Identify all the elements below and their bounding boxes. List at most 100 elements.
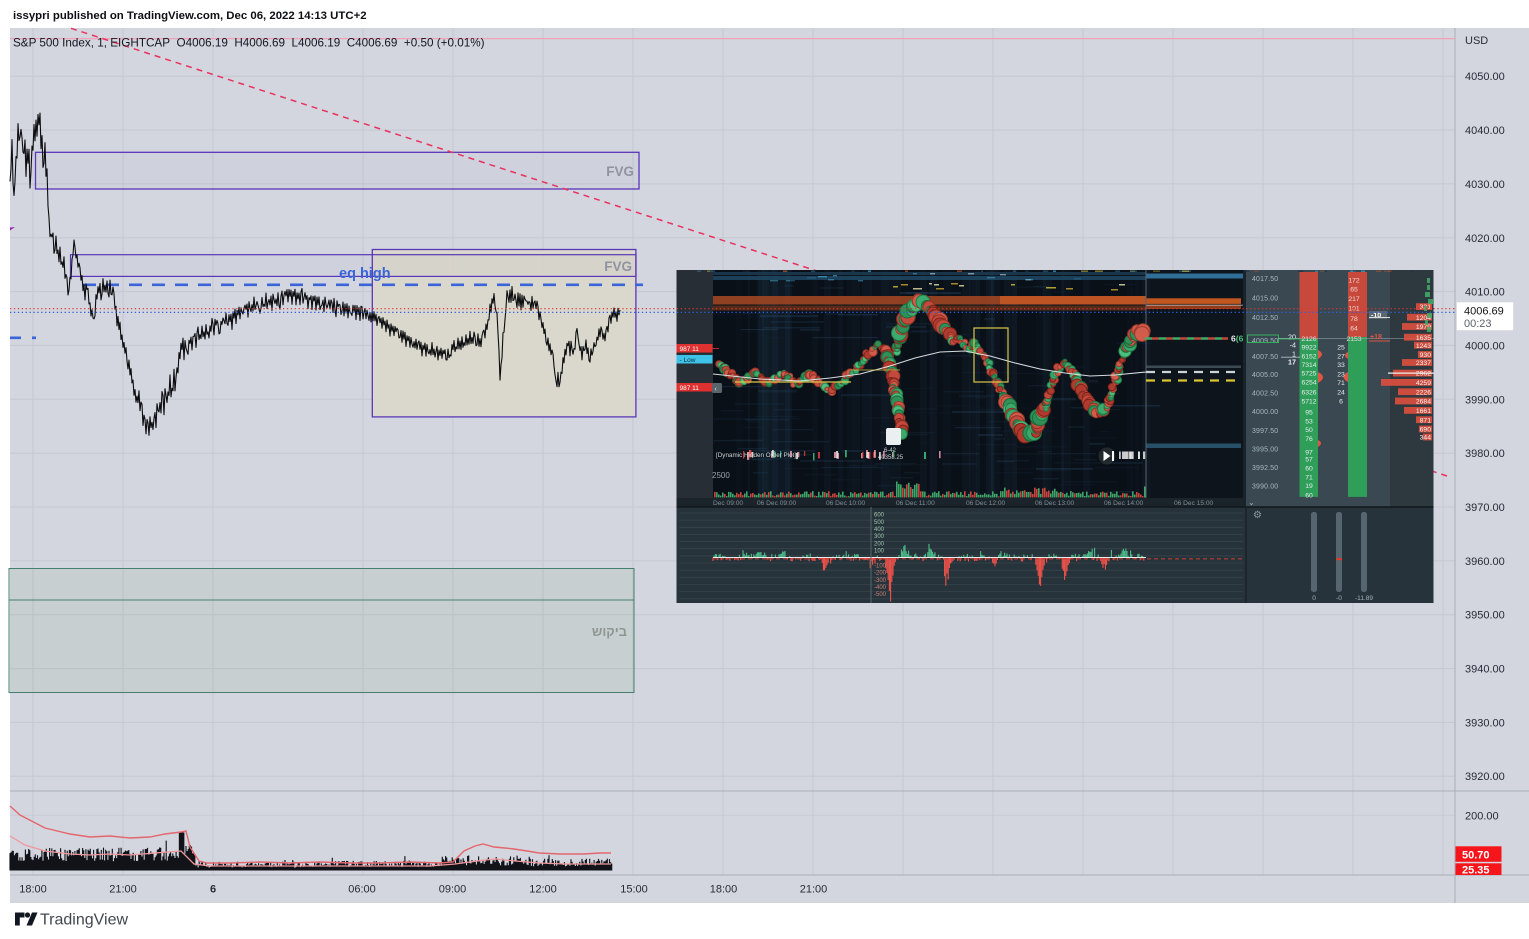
svg-text:7314: 7314 [1301,362,1316,369]
svg-text:33: 33 [1337,362,1345,369]
svg-text:4005.00: 4005.00 [1252,372,1278,379]
svg-text:-11.89: -11.89 [1355,595,1373,602]
svg-text:3995.00: 3995.00 [1252,446,1278,453]
svg-text:871: 871 [1420,417,1432,424]
svg-text:18:00: 18:00 [710,884,738,896]
svg-text:300: 300 [874,534,885,540]
svg-text:06:00: 06:00 [348,884,376,896]
svg-text:60: 60 [1305,466,1313,473]
svg-text:6: 6 [210,884,216,896]
svg-text:76: 76 [1305,436,1313,443]
svg-text:1204: 1204 [1416,315,1431,322]
svg-text:3930.00: 3930.00 [1465,717,1505,729]
svg-text:3920.00: 3920.00 [1465,771,1505,783]
svg-text:25.35: 25.35 [1462,864,1490,876]
svg-text:4007.50: 4007.50 [1252,354,1278,361]
svg-text:S&P 500 Index, 1, EIGHTCAP O4: S&P 500 Index, 1, EIGHTCAP O4006.19 H400… [13,37,485,50]
svg-text:21:00: 21:00 [109,884,137,896]
svg-text:06 Dec 15:00: 06 Dec 15:00 [1174,500,1214,507]
svg-text:3950.00: 3950.00 [1465,610,1505,622]
svg-text:- Low: - Low [680,357,696,364]
svg-text:64: 64 [1350,325,1358,332]
svg-text:4010.00: 4010.00 [1465,287,1505,299]
svg-text:6152: 6152 [1301,354,1316,361]
svg-text:-4: -4 [1290,340,1296,349]
svg-text:06 Dec 14:00: 06 Dec 14:00 [1104,500,1144,507]
svg-text:65: 65 [1350,287,1358,294]
svg-text:78: 78 [1350,316,1358,323]
svg-text:4050.00: 4050.00 [1465,71,1505,83]
svg-text:1979: 1979 [1416,324,1431,331]
svg-text:217: 217 [1348,296,1360,303]
svg-text:[Dynamic Hidden Order Plot]: [Dynamic Hidden Order Plot] [716,452,796,459]
svg-text:23: 23 [1337,372,1345,379]
svg-text:4020.00: 4020.00 [1465,233,1505,245]
svg-text:Dec 09:00: Dec 09:00 [713,500,743,507]
svg-text:6: 6 [1339,399,1343,406]
svg-text:24: 24 [1337,390,1345,397]
svg-text:2684: 2684 [1416,399,1431,406]
svg-text:3990.00: 3990.00 [1252,484,1278,491]
svg-text:200: 200 [874,541,885,547]
svg-text:1: 1 [1292,350,1296,359]
svg-text:issypri published on TradingVi: issypri published on TradingView.com, De… [13,10,367,22]
svg-text:25: 25 [1337,345,1345,352]
svg-text:100: 100 [874,549,885,555]
svg-text:4002.50: 4002.50 [1252,391,1278,398]
svg-text:101: 101 [1348,306,1360,313]
svg-text:20: 20 [1288,332,1296,341]
svg-text:0: 0 [1312,595,1316,602]
svg-text:-10: -10 [1371,313,1381,320]
svg-text:2337: 2337 [1416,360,1431,367]
svg-text:4017.50: 4017.50 [1252,276,1278,283]
svg-text:3940.00: 3940.00 [1465,664,1505,676]
svg-text:FVG: FVG [606,164,634,179]
svg-text:344: 344 [1420,435,1432,442]
svg-text:1661: 1661 [1416,408,1431,415]
svg-text:FVG: FVG [604,259,632,274]
svg-text:1243: 1243 [1416,343,1431,350]
svg-text:eq high: eq high [339,266,391,282]
svg-text:3970.00: 3970.00 [1465,502,1505,514]
svg-text:-500: -500 [874,592,887,598]
svg-text:987 11: 987 11 [680,346,700,353]
svg-text:600: 600 [874,513,885,519]
svg-text:-200: -200 [874,571,887,577]
svg-text:4015.00: 4015.00 [1252,295,1278,302]
svg-text:19: 19 [1305,483,1313,490]
svg-text:5712: 5712 [1301,399,1316,406]
svg-text:4009.50: 4009.50 [1252,338,1278,345]
svg-text:60: 60 [1305,493,1313,500]
svg-text:4006.69: 4006.69 [1464,306,1504,318]
svg-text:71: 71 [1337,380,1345,387]
svg-text:06 Dec 11:00: 06 Dec 11:00 [896,500,935,507]
svg-text:50.70: 50.70 [1462,849,1490,861]
svg-text:21:00: 21:00 [800,884,828,896]
svg-text:71: 71 [1305,475,1313,482]
svg-text:97: 97 [1305,450,1313,457]
svg-text:-0: -0 [1336,595,1342,602]
svg-text:57: 57 [1305,457,1313,464]
svg-text:50: 50 [1305,427,1313,434]
svg-text:3960.00: 3960.00 [1465,556,1505,568]
svg-text:TradingView: TradingView [40,912,128,929]
svg-text:-100: -100 [874,564,887,570]
svg-text:00:23: 00:23 [1464,318,1492,330]
svg-text:1635: 1635 [1416,335,1431,342]
svg-text:06 Dec 09:00: 06 Dec 09:00 [757,500,797,507]
svg-text:4012.50: 4012.50 [1252,315,1278,322]
svg-text:09:00: 09:00 [439,884,467,896]
svg-text:40358.25: 40358.25 [878,455,904,461]
svg-text:+18: +18 [1370,334,1382,341]
svg-text:6(6): 6(6) [1231,334,1246,344]
svg-text:27: 27 [1337,354,1345,361]
svg-text:06 Dec 10:00: 06 Dec 10:00 [826,500,866,507]
svg-text:400: 400 [874,527,885,533]
svg-text:930: 930 [1420,352,1432,359]
svg-text:15:00: 15:00 [620,884,648,896]
svg-text:2962: 2962 [1416,371,1431,378]
svg-text:6326: 6326 [1301,390,1316,397]
svg-text:6254: 6254 [1301,380,1316,387]
svg-text:3990.00: 3990.00 [1465,394,1505,406]
svg-text:2500: 2500 [712,471,730,480]
